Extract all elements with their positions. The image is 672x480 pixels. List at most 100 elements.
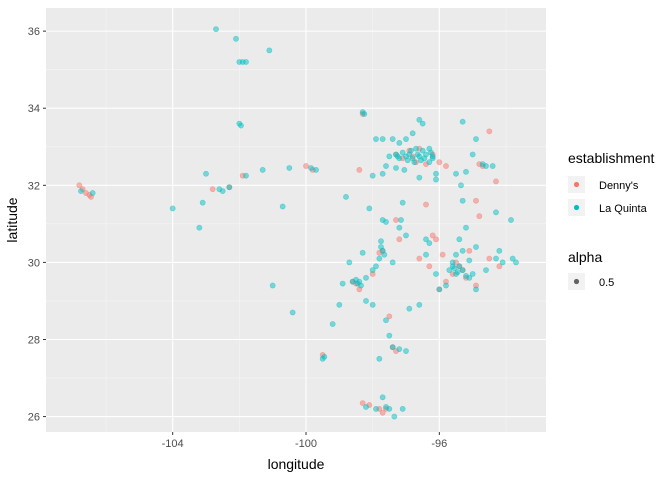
point-la-quinta (243, 172, 249, 179)
point-la-quinta (346, 259, 353, 266)
y-tick-label: 36 (28, 26, 40, 38)
point-la-quinta (373, 136, 379, 142)
point-denny-s (473, 197, 479, 204)
point-la-quinta (423, 236, 429, 243)
point-la-quinta (238, 122, 244, 129)
point-la-quinta (473, 136, 479, 142)
y-axis-ticks: 26 28 30 32 34 36 (28, 26, 46, 424)
legend-key-la-quinta (568, 199, 585, 216)
point-la-quinta (509, 255, 516, 262)
point-la-quinta (389, 259, 396, 266)
legend-alpha-title: alpha (568, 249, 602, 265)
point-la-quinta (213, 26, 219, 33)
point-la-quinta (379, 170, 386, 177)
point-la-quinta (466, 274, 473, 281)
point-la-quinta (403, 348, 409, 354)
point-la-quinta (403, 136, 409, 142)
point-la-quinta (339, 280, 346, 287)
point-la-quinta (369, 172, 376, 179)
point-la-quinta (408, 147, 414, 154)
point-la-quinta (169, 205, 176, 212)
point-la-quinta (443, 282, 449, 289)
legend-key-dennys (568, 176, 585, 193)
point-la-quinta (343, 193, 349, 200)
x-tick-label: -100 (295, 438, 317, 450)
point-denny-s (486, 128, 493, 135)
point-la-quinta (419, 147, 426, 154)
point-la-quinta (358, 282, 364, 289)
point-la-quinta (396, 140, 403, 146)
point-denny-s (486, 255, 493, 262)
point-la-quinta (383, 219, 389, 225)
point-la-quinta (391, 413, 398, 420)
point-la-quinta (376, 255, 383, 262)
point-la-quinta (363, 404, 369, 410)
y-tick-label: 30 (28, 257, 40, 269)
point-la-quinta (453, 251, 459, 258)
point-denny-s (416, 255, 423, 262)
point-la-quinta (429, 153, 436, 160)
point-la-quinta (286, 165, 293, 171)
point-la-quinta (398, 217, 404, 223)
point-la-quinta (463, 224, 469, 231)
point-la-quinta (473, 244, 479, 250)
point-la-quinta (419, 120, 426, 127)
point-la-quinta (459, 267, 466, 274)
point-la-quinta (386, 153, 393, 160)
point-denny-s (476, 213, 483, 220)
x-tick-label: -96 (431, 438, 447, 450)
major-gridlines (46, 8, 546, 432)
point-la-quinta (379, 136, 386, 142)
point-la-quinta (203, 170, 209, 177)
point-la-quinta (411, 159, 418, 166)
point-denny-s (76, 182, 83, 189)
point-la-quinta (321, 353, 328, 360)
point-la-quinta (426, 240, 433, 247)
point-la-quinta (389, 136, 396, 142)
point-la-quinta (363, 274, 369, 281)
point-la-quinta (426, 145, 433, 152)
point-denny-s (496, 263, 503, 270)
point-la-quinta (403, 232, 409, 239)
point-la-quinta (349, 278, 356, 285)
point-denny-s (426, 263, 433, 270)
point-la-quinta (473, 286, 479, 293)
point-la-quinta (469, 271, 476, 277)
point-la-quinta (483, 163, 489, 169)
point-la-quinta (413, 145, 419, 152)
point-la-quinta (396, 224, 403, 231)
y-tick-label: 26 (28, 412, 40, 424)
y-tick-label: 34 (28, 103, 40, 115)
point-la-quinta (513, 259, 519, 266)
point-la-quinta (433, 176, 439, 183)
point-la-quinta (381, 251, 388, 258)
point-la-quinta (266, 47, 273, 54)
point-la-quinta (483, 267, 489, 274)
point-la-quinta (313, 166, 319, 173)
data-points (76, 26, 519, 420)
legend-label-la-quinta: La Quinta (599, 203, 648, 215)
point-la-quinta (363, 298, 369, 304)
point-la-quinta (409, 130, 416, 137)
point-la-quinta (463, 168, 469, 175)
plot-panel (46, 8, 546, 432)
point-la-quinta (383, 163, 389, 169)
point-la-quinta (493, 209, 499, 216)
point-la-quinta (379, 394, 386, 401)
point-la-quinta (269, 282, 276, 289)
point-la-quinta (386, 332, 393, 339)
point-la-quinta (508, 217, 514, 223)
point-la-quinta (406, 305, 413, 312)
point-la-quinta (401, 166, 408, 173)
point-la-quinta (369, 267, 376, 274)
point-la-quinta (469, 151, 476, 158)
legend-label-alpha: 0.5 (599, 277, 614, 289)
point-la-quinta (459, 197, 466, 204)
point-la-quinta (423, 251, 429, 258)
point-la-quinta (416, 116, 423, 123)
point-la-quinta (456, 263, 463, 270)
point-la-quinta (243, 59, 249, 65)
point-la-quinta (336, 301, 343, 308)
point-la-quinta (279, 203, 286, 210)
point-la-quinta (383, 317, 389, 324)
